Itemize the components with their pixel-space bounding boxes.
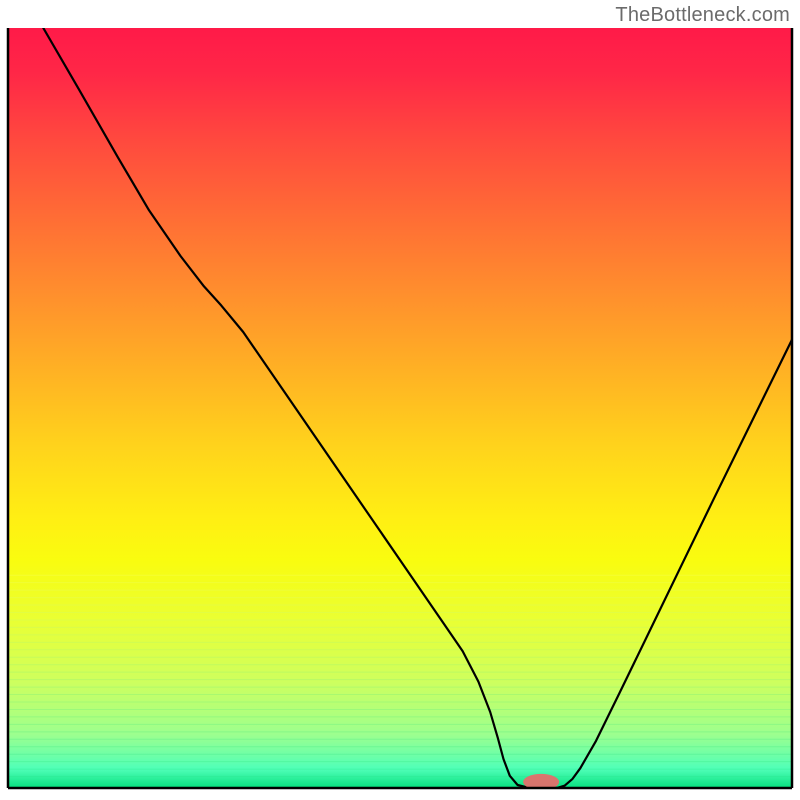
gradient-background xyxy=(8,28,792,788)
chart-container: TheBottleneck.com xyxy=(0,0,800,800)
watermark-text: TheBottleneck.com xyxy=(615,4,790,27)
bottleneck-curve-chart xyxy=(0,0,800,800)
